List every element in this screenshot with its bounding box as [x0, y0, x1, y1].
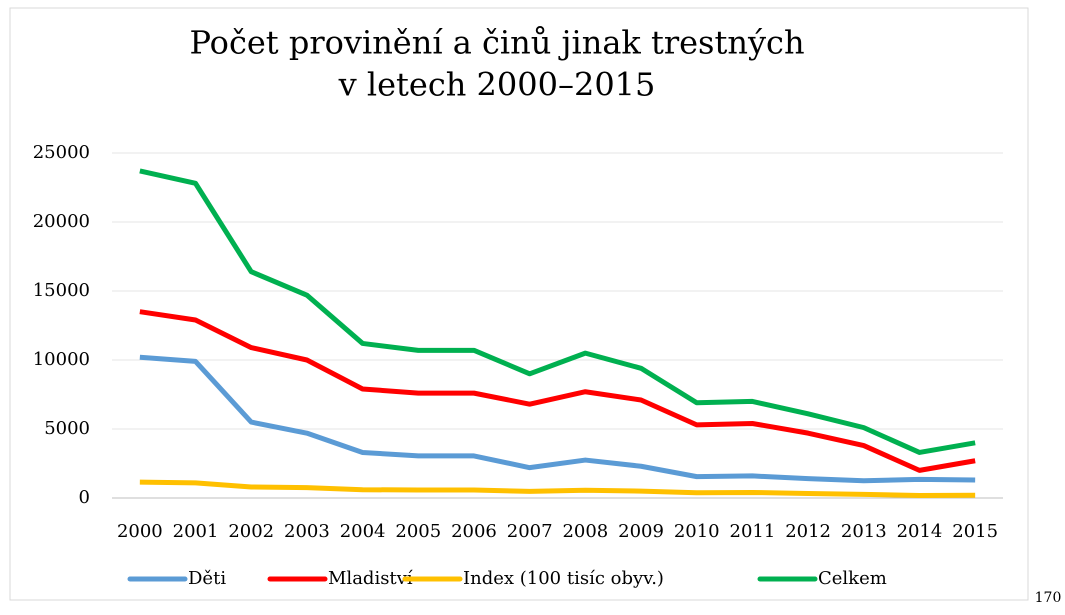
legend-label: Celkem	[818, 568, 887, 589]
x-tick-label: 2014	[897, 521, 943, 542]
y-tick-label: 10000	[33, 349, 90, 370]
y-tick-label: 0	[79, 487, 90, 508]
x-tick-label: 2013	[841, 521, 887, 542]
x-tick-label: 2005	[395, 521, 441, 542]
x-tick-label: 2001	[173, 521, 219, 542]
y-tick-label: 5000	[44, 418, 90, 439]
x-tick-label: 2015	[952, 521, 998, 542]
x-tick-label: 2009	[618, 521, 664, 542]
legend-label: Mladiství	[328, 568, 413, 589]
legend-label: Děti	[188, 568, 226, 589]
series-line	[139, 309, 976, 473]
series-line	[139, 168, 976, 455]
x-tick-label: 2010	[674, 521, 720, 542]
x-tick-label: 2011	[730, 521, 776, 542]
y-tick-label: 20000	[33, 211, 90, 232]
x-tick-label: 2007	[507, 521, 553, 542]
x-tick-label: 2004	[340, 521, 386, 542]
chart-border	[9, 7, 1029, 601]
x-tick-label: 2000	[117, 521, 163, 542]
x-tick-label: 2002	[228, 521, 274, 542]
chart-title: Počet provinění a činů jinak trestných	[189, 24, 804, 62]
page-number: 170	[1035, 590, 1062, 606]
legend-label: Index (100 tisíc obyv.)	[463, 568, 664, 589]
x-tick-label: 2008	[562, 521, 608, 542]
y-tick-label: 15000	[33, 280, 90, 301]
x-tick-label: 2003	[284, 521, 330, 542]
x-tick-label: 2012	[785, 521, 831, 542]
series-line	[139, 354, 976, 484]
y-tick-label: 25000	[33, 142, 90, 163]
chart-title: v letech 2000–2015	[338, 66, 656, 104]
x-tick-label: 2006	[451, 521, 497, 542]
series-line	[139, 479, 976, 499]
